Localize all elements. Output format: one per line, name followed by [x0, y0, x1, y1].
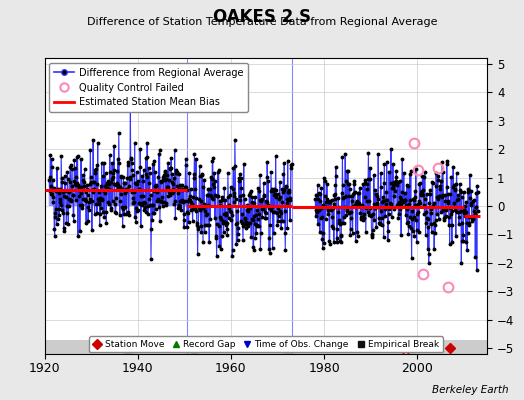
Legend: Difference from Regional Average, Quality Control Failed, Estimated Station Mean: Difference from Regional Average, Qualit…: [49, 63, 248, 112]
Text: Difference of Station Temperature Data from Regional Average: Difference of Station Temperature Data f…: [87, 17, 437, 27]
Text: Berkeley Earth: Berkeley Earth: [432, 385, 508, 395]
Bar: [45, 340, 487, 382]
Text: OAKES 2 S: OAKES 2 S: [213, 8, 311, 26]
